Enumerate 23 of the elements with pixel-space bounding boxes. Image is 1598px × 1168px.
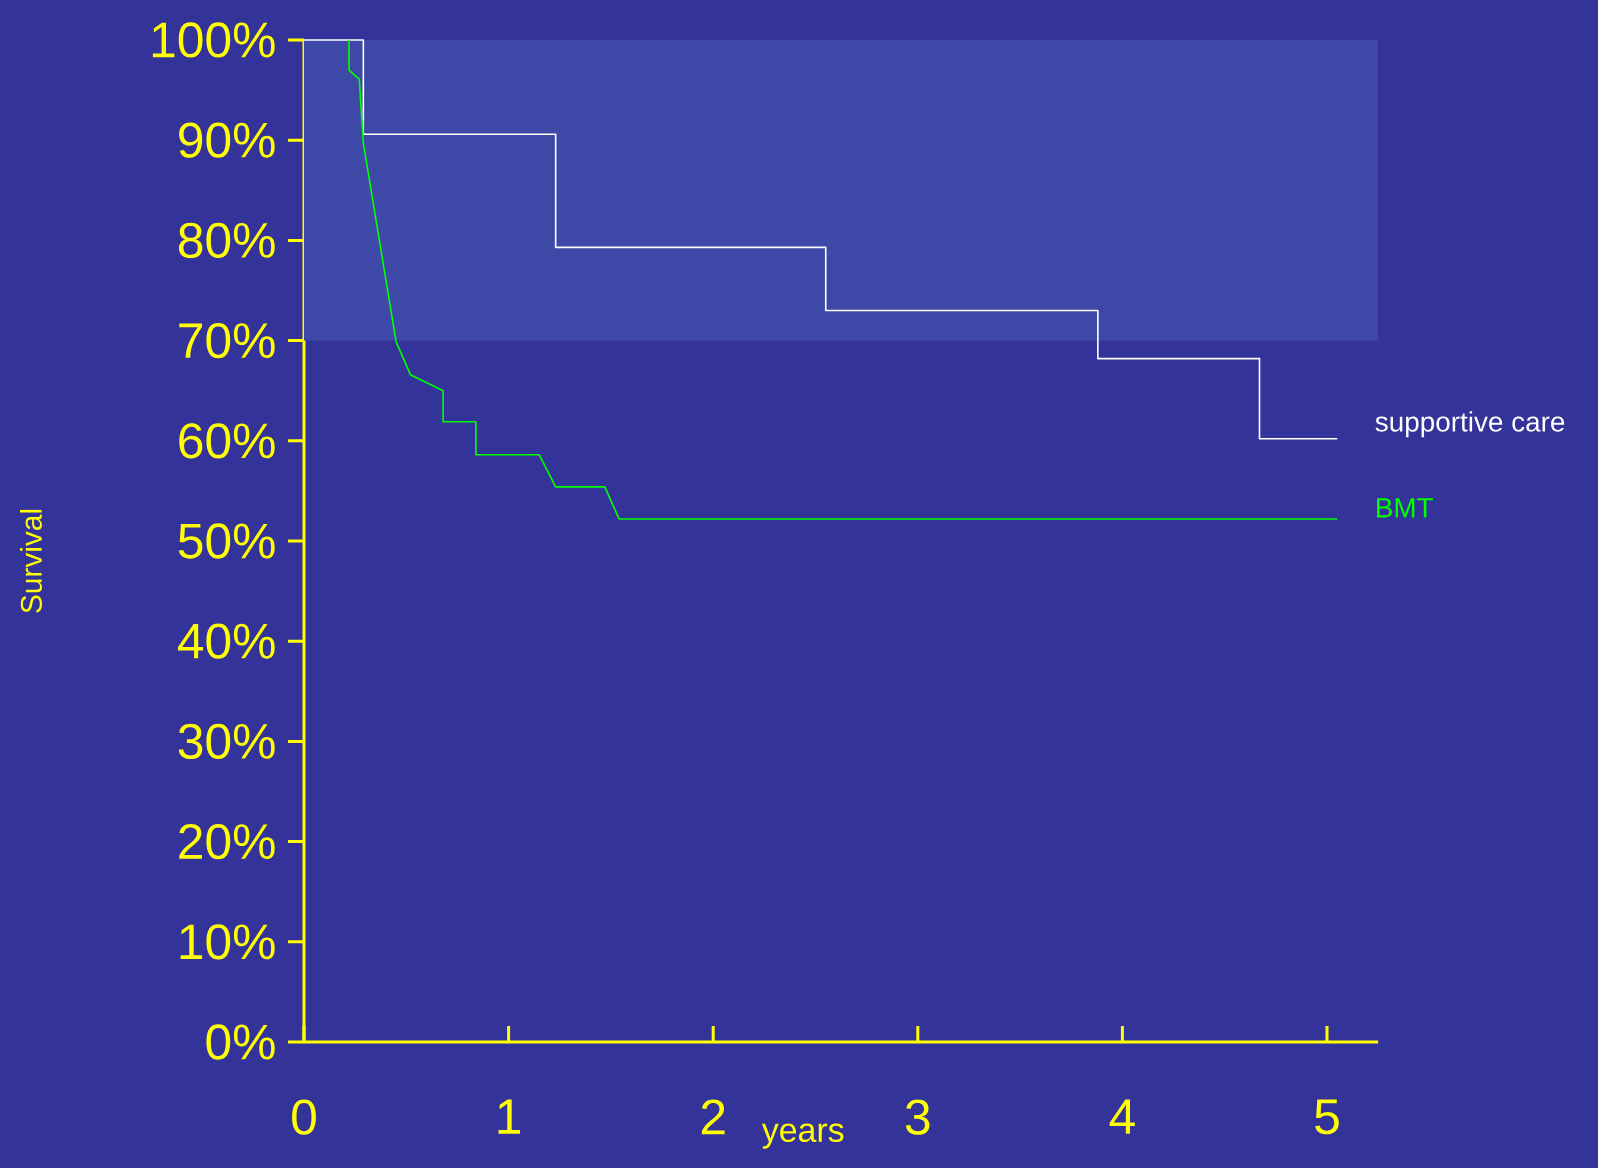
- line-series: [303, 39, 1339, 440]
- y-tick-label: 80%: [178, 222, 275, 259]
- y-axis-title: Survival: [20, 509, 42, 613]
- y-tick-label: 30%: [178, 723, 275, 760]
- x-tick-label: 4: [1109, 1099, 1135, 1134]
- line-series: [348, 39, 1339, 520]
- x-tick-label: 3: [905, 1099, 930, 1135]
- y-tick-label: 60%: [179, 423, 275, 459]
- y-tick-label: 90%: [179, 122, 275, 158]
- y-tick-label: 100%: [152, 22, 275, 58]
- y-tick-label: 0%: [206, 1024, 275, 1060]
- y-tick-label: 70%: [179, 322, 275, 359]
- x-tick-label: 1: [498, 1099, 521, 1134]
- y-tick-label: 40%: [177, 623, 275, 659]
- y-tick-label: 20%: [179, 823, 275, 860]
- x-axis-title: years: [761, 1123, 844, 1149]
- x-tick-label: 5: [1315, 1099, 1339, 1135]
- x-tick-label: 0: [292, 1099, 316, 1135]
- y-tick-label: 50%: [178, 523, 275, 559]
- series-label: supportive care: [1375, 411, 1565, 438]
- x-tick-label: 2: [701, 1099, 725, 1135]
- y-tick-label: 10%: [180, 924, 275, 960]
- series-label: BMT: [1377, 498, 1433, 518]
